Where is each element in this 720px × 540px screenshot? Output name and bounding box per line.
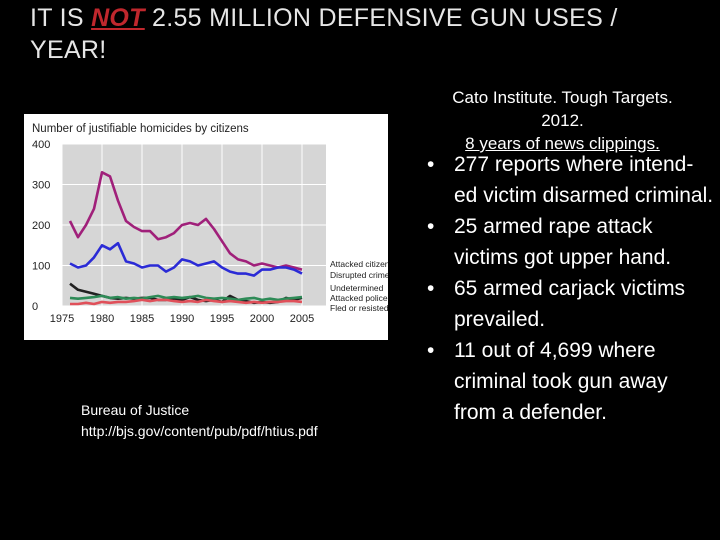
bullet-icon: • xyxy=(427,277,435,300)
y-tick-label: 400 xyxy=(32,139,50,151)
legend-label: Attacked citizen xyxy=(330,259,388,269)
series-line xyxy=(68,170,303,271)
finding-item: • 65 armed carjack victims prevailed. xyxy=(423,273,715,335)
finding-item: • 11 out of 4,699 where criminal took gun… xyxy=(423,335,715,428)
x-tick-label: 1975 xyxy=(50,313,74,325)
y-tick-label: 0 xyxy=(32,301,38,313)
cato-source-line-1: Cato Institute. Tough Targets. xyxy=(452,88,673,107)
x-tick-label: 1990 xyxy=(170,313,194,325)
x-tick-label: 2005 xyxy=(290,313,314,325)
cato-source: Cato Institute. Tough Targets. 2012. 8 y… xyxy=(420,86,705,155)
chart-title: Number of justifiable homicides by citiz… xyxy=(32,123,249,135)
bjs-source: Bureau of Justice http://bjs.gov/content… xyxy=(81,400,401,442)
bullet-icon: • xyxy=(427,215,435,238)
homicide-chart: Number of justifiable homicides by citiz… xyxy=(24,114,388,340)
x-tick-label: 1985 xyxy=(130,313,154,325)
title-emphasis: NOT xyxy=(91,4,145,32)
title-prefix: IT IS xyxy=(30,4,92,32)
x-tick-label: 2000 xyxy=(250,313,274,325)
series-line xyxy=(69,294,303,302)
y-tick-label: 200 xyxy=(32,220,50,232)
finding-text: 11 out of 4,699 where criminal took gun … xyxy=(454,339,668,424)
finding-item: • 25 armed rape attack victims got upper … xyxy=(423,211,715,273)
finding-text: 25 armed rape attack victims got upper h… xyxy=(454,215,672,269)
bjs-source-name: Bureau of Justice xyxy=(81,402,190,418)
series-layer xyxy=(68,170,303,306)
series-line xyxy=(70,298,303,306)
bjs-source-url[interactable]: http://bjs.gov/content/pub/pdf/htius.pdf xyxy=(81,423,318,439)
y-tick-label: 100 xyxy=(32,261,50,273)
legend-label: Undetermined xyxy=(330,283,384,293)
y-tick-label: 300 xyxy=(32,180,50,192)
x-tick-label: 1980 xyxy=(90,313,114,325)
chart-canvas: Number of justifiable homicides by citiz… xyxy=(32,123,388,325)
finding-text: 65 armed carjack victims prevailed. xyxy=(454,277,686,331)
title-suffix: 2.55 MILLION DEFENSIVE GUN USES / YEAR! xyxy=(30,4,618,64)
cato-source-line-3: 8 years of news clippings. xyxy=(465,134,660,153)
x-tick-label: 1995 xyxy=(210,313,234,325)
axis-layer: 0 100 200 300 400 1975 1980 1985 1990 1995 2000 200… xyxy=(32,139,314,325)
finding-item: • 277 reports where intend-ed victim disa… xyxy=(423,149,715,211)
findings-list: • 277 reports where intend-ed victim disa… xyxy=(423,149,715,428)
slide-title: IT IS NOT 2.55 MILLION DEFENSIVE GUN USE… xyxy=(30,2,690,66)
legend-label: Attacked police xyxy=(330,293,388,303)
series-line xyxy=(69,241,303,277)
finding-text: 277 reports where intend-ed victim disar… xyxy=(454,153,714,207)
bullet-icon: • xyxy=(427,153,435,176)
bullet-icon: • xyxy=(427,339,435,362)
legend-label: Disrupted crime xyxy=(330,270,388,280)
legend-label: Fled or resisted xyxy=(330,303,388,313)
cato-source-line-2: 2012. xyxy=(541,111,584,130)
